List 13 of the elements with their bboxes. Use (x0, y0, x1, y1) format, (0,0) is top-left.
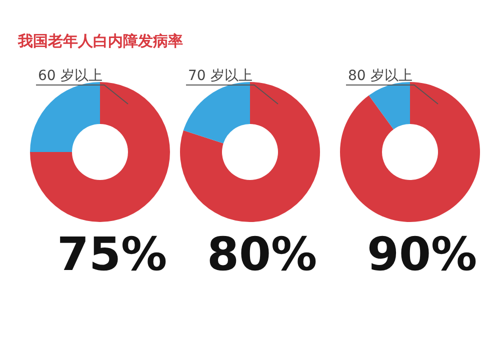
data-label: 80% (206, 227, 318, 281)
chart-subtitle: 80 岁以上 (348, 68, 412, 84)
donut-slice (368, 82, 410, 130)
data-label: 75% (56, 227, 168, 281)
donut-slice (340, 82, 480, 222)
chart-title: 我国老年人白内障发病率 (17, 32, 183, 50)
chart-subtitle: 70 岁以上 (188, 68, 252, 84)
data-label: 90% (366, 227, 478, 281)
donut-slice (30, 82, 170, 222)
donut-slice (180, 82, 320, 222)
chart-subtitle: 60 岁以上 (38, 68, 102, 84)
donut-slice (183, 82, 250, 144)
donut-slice (30, 82, 100, 152)
